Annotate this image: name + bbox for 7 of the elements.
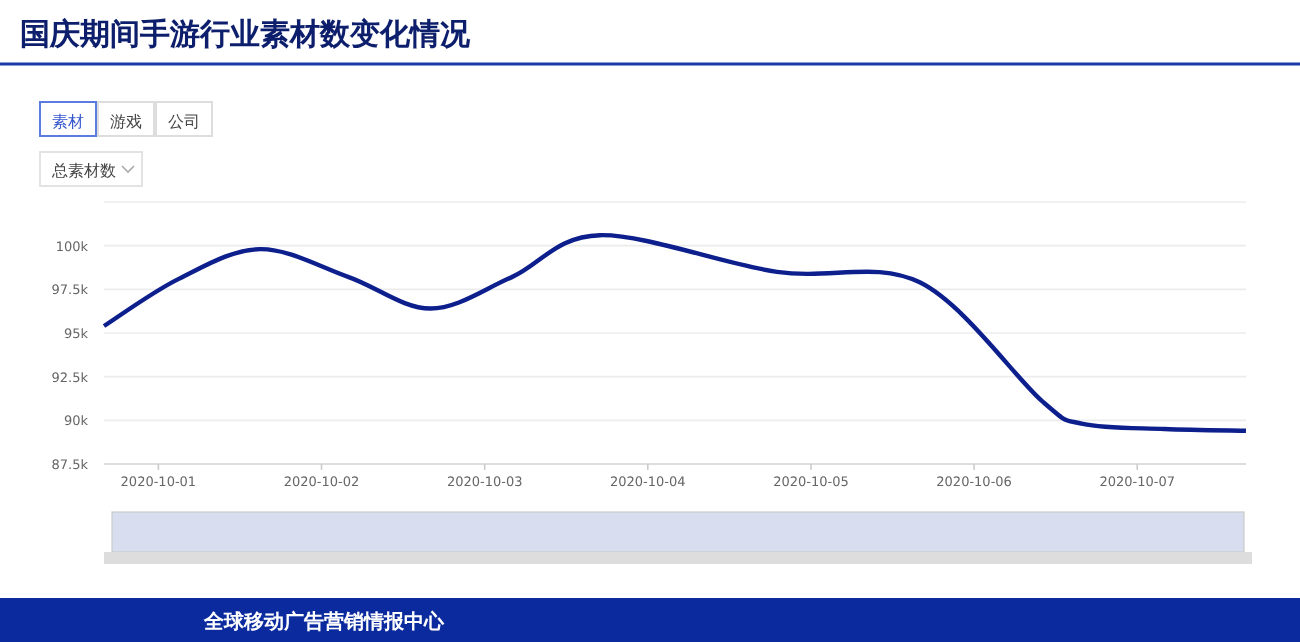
tab: 公司 (155, 101, 213, 137)
tab: 素材 (39, 101, 97, 137)
dropdown: 总素材数 (39, 151, 143, 187)
text: 全球移动广告营销情报中心 (202, 610, 446, 634)
line-series (101, 232, 1249, 434)
tab: 游戏 (97, 101, 155, 137)
chart-title: 国庆期间手游行业素材数变化情况 (20, 16, 472, 52)
